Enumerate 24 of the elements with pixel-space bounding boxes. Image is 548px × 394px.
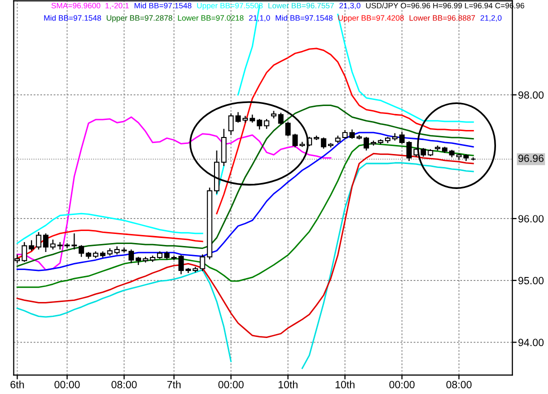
candlestick xyxy=(200,254,206,272)
candlestick xyxy=(285,121,291,137)
line-series xyxy=(16,104,474,267)
line-series xyxy=(16,116,332,271)
x-tick-label: 08:00 xyxy=(111,380,137,388)
x-tick-label: 00:00 xyxy=(54,380,80,388)
candlestick xyxy=(399,131,405,144)
x-tick-label: 08:00 xyxy=(446,380,472,388)
x-tick-label: 00:00 xyxy=(218,380,244,388)
x-tick-label: 00:00 xyxy=(389,380,415,388)
x-tick-label: 10th xyxy=(336,380,354,388)
candlestick xyxy=(264,118,270,130)
x-tick-label: 7th xyxy=(167,380,181,388)
y-tick-label: 96.00 xyxy=(518,215,544,222)
line-series xyxy=(16,132,474,272)
candlestick xyxy=(256,118,262,130)
ref-line-label: 96.96 xyxy=(518,154,544,162)
candlestick xyxy=(28,240,34,252)
x-tick-label: 10th xyxy=(278,380,298,388)
y-tick-label: 98.00 xyxy=(518,91,544,99)
y-tick-label: 95.00 xyxy=(518,276,544,284)
candlestick xyxy=(228,112,234,136)
x-tick-label: 6th xyxy=(10,380,24,388)
y-tick-label: 94.00 xyxy=(518,338,544,346)
